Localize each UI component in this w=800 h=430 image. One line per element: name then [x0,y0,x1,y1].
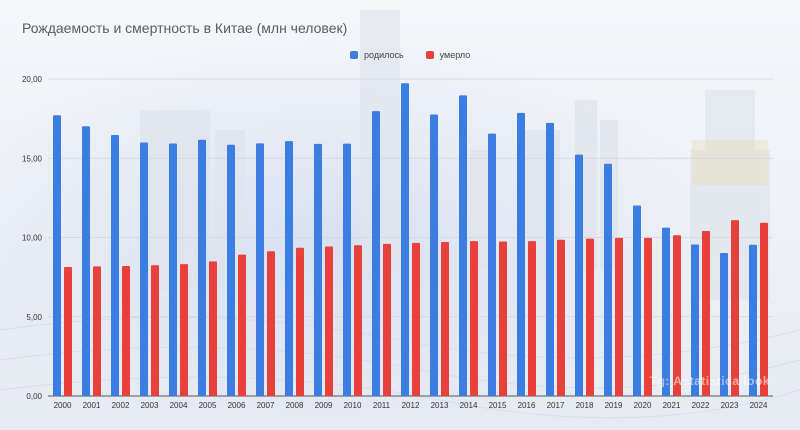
bar-born-2006 [227,144,235,396]
bar-born-2004 [169,143,177,396]
x-tick-label: 2008 [286,401,304,410]
bar-born-2020 [633,205,641,396]
bar-died-2015 [499,241,507,396]
x-tick-label: 2024 [750,401,768,410]
x-tick-label: 2005 [199,401,217,410]
bar-died-2005 [209,261,217,396]
y-tick-label: 10,00 [22,234,43,243]
bar-died-2002 [122,266,130,396]
bar-born-2024 [749,244,757,396]
legend-label-born: родилось [364,50,404,60]
legend-item-died: умерло [425,50,471,60]
x-tick-label: 2009 [315,401,333,410]
legend-label-died: умерло [439,50,471,60]
bar-died-2011 [383,243,391,396]
bar-died-2019 [615,237,623,396]
y-tick-label: 20,00 [22,75,43,84]
bar-died-2014 [470,241,478,396]
x-tick-label: 2023 [721,401,739,410]
x-tick-label: 2004 [170,401,188,410]
bar-born-2016 [517,112,525,396]
x-tick-label: 2014 [460,401,478,410]
bar-born-2012 [401,83,409,396]
bar-died-2013 [441,241,449,396]
y-tick-label: 0,00 [26,392,42,401]
bar-died-2003 [151,265,159,396]
x-tick-label: 2010 [344,401,362,410]
bar-born-2022 [691,244,699,396]
bar-born-2007 [256,143,264,396]
watermark: Tg: Astatistica look [649,374,770,388]
bar-born-2003 [140,142,148,396]
chart-title: Рождаемость и смертность в Китае (млн че… [22,20,348,36]
bar-died-2008 [296,247,304,396]
x-tick-label: 2007 [257,401,275,410]
bar-died-2018 [586,238,594,396]
x-tick-label: 2013 [431,401,449,410]
x-tick-label: 2016 [518,401,536,410]
bar-died-2021 [673,235,681,396]
bar-born-2014 [459,95,467,396]
bar-died-2023 [731,220,739,396]
bar-born-2010 [343,143,351,396]
y-tick-label: 15,00 [22,154,43,163]
bar-died-2020 [644,237,652,396]
x-tick-label: 2006 [228,401,246,410]
chart-legend: родилось умерло [350,50,470,60]
x-tick-label: 2017 [547,401,565,410]
bar-died-2007 [267,251,275,396]
bar-died-2006 [238,254,246,396]
bar-died-2024 [760,222,768,396]
bar-born-2023 [720,253,728,396]
bar-died-2000 [64,266,72,396]
bar-born-2017 [546,122,554,396]
bar-died-2001 [93,266,101,396]
bar-born-2015 [488,133,496,396]
bar-died-2010 [354,245,362,396]
bar-born-2011 [372,111,380,396]
bar-died-2012 [412,242,420,396]
bar-born-2005 [198,139,206,396]
x-tick-label: 2019 [605,401,623,410]
x-tick-label: 2022 [692,401,710,410]
bar-died-2004 [180,264,188,396]
x-tick-label: 2020 [634,401,652,410]
x-tick-label: 2012 [402,401,420,410]
y-tick-label: 5,00 [26,313,42,322]
bar-died-2009 [325,246,333,396]
bar-died-2016 [528,241,536,396]
x-tick-label: 2003 [141,401,159,410]
bar-born-2001 [82,126,90,396]
bar-born-2000 [53,115,61,396]
bar-died-2017 [557,239,565,396]
legend-swatch-born [350,51,358,59]
bar-born-2009 [314,143,322,396]
bar-born-2018 [575,154,583,396]
x-tick-label: 2002 [112,401,130,410]
x-tick-label: 2000 [54,401,72,410]
bar-born-2002 [111,134,119,396]
legend-item-born: родилось [350,50,404,60]
bar-born-2021 [662,227,670,396]
bar-born-2019 [604,163,612,396]
bar-died-2022 [702,231,710,396]
x-tick-label: 2021 [663,401,681,410]
legend-swatch-died [425,51,434,59]
bar-born-2008 [285,141,293,396]
x-tick-label: 2011 [373,401,391,410]
x-tick-label: 2015 [489,401,507,410]
x-tick-label: 2001 [83,401,101,410]
bar-born-2013 [430,114,438,396]
x-tick-label: 2018 [576,401,594,410]
